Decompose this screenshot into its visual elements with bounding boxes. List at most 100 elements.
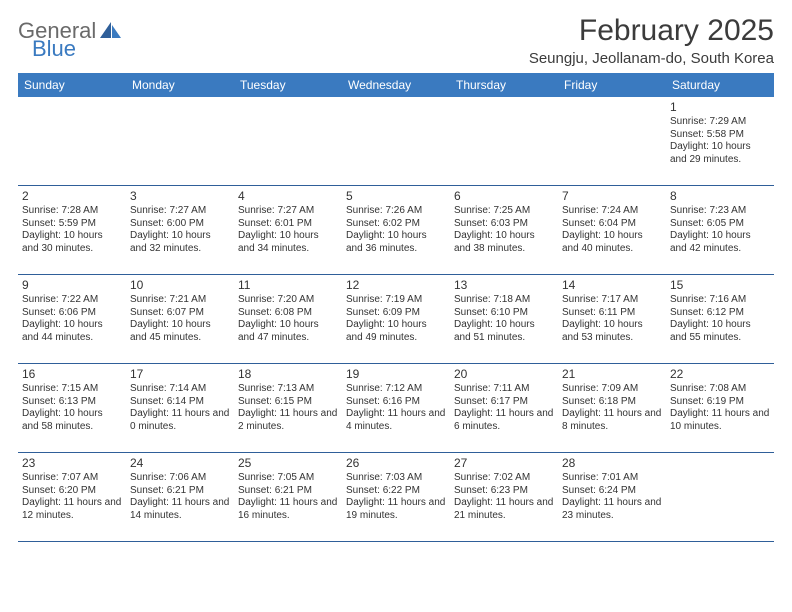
day-number: 19 [346,367,446,382]
daylight-text: Daylight: 11 hours and 16 minutes. [238,497,338,522]
sunrise-text: Sunrise: 7:05 AM [238,472,338,485]
daylight-text: Daylight: 10 hours and 42 minutes. [670,230,770,255]
day-cell: 3Sunrise: 7:27 AMSunset: 6:00 PMDaylight… [126,186,234,274]
calendar-grid: Sunday Monday Tuesday Wednesday Thursday… [18,73,774,542]
sunrise-text: Sunrise: 7:03 AM [346,472,446,485]
sunset-text: Sunset: 6:17 PM [454,396,554,409]
sunrise-text: Sunrise: 7:06 AM [130,472,230,485]
sunset-text: Sunset: 5:58 PM [670,129,770,142]
day-number: 15 [670,278,770,293]
day-number: 4 [238,189,338,204]
day-number: 3 [130,189,230,204]
sunrise-text: Sunrise: 7:23 AM [670,205,770,218]
day-number: 18 [238,367,338,382]
dow-sunday: Sunday [18,73,126,97]
day-cell: 12Sunrise: 7:19 AMSunset: 6:09 PMDayligh… [342,275,450,363]
sunrise-text: Sunrise: 7:09 AM [562,383,662,396]
day-number: 8 [670,189,770,204]
sunset-text: Sunset: 6:10 PM [454,307,554,320]
sunset-text: Sunset: 5:59 PM [22,218,122,231]
dow-wednesday: Wednesday [342,73,450,97]
sunset-text: Sunset: 6:02 PM [346,218,446,231]
sunset-text: Sunset: 6:18 PM [562,396,662,409]
daylight-text: Daylight: 10 hours and 40 minutes. [562,230,662,255]
day-cell: 5Sunrise: 7:26 AMSunset: 6:02 PMDaylight… [342,186,450,274]
daylight-text: Daylight: 10 hours and 49 minutes. [346,319,446,344]
empty-cell [234,97,342,185]
day-cell: 22Sunrise: 7:08 AMSunset: 6:19 PMDayligh… [666,364,774,452]
day-cell: 6Sunrise: 7:25 AMSunset: 6:03 PMDaylight… [450,186,558,274]
day-number: 2 [22,189,122,204]
weeks-container: 1Sunrise: 7:29 AMSunset: 5:58 PMDaylight… [18,97,774,542]
day-cell: 2Sunrise: 7:28 AMSunset: 5:59 PMDaylight… [18,186,126,274]
daylight-text: Daylight: 10 hours and 47 minutes. [238,319,338,344]
sunrise-text: Sunrise: 7:11 AM [454,383,554,396]
day-number: 5 [346,189,446,204]
sunset-text: Sunset: 6:16 PM [346,396,446,409]
day-number: 27 [454,456,554,471]
daylight-text: Daylight: 10 hours and 45 minutes. [130,319,230,344]
sunrise-text: Sunrise: 7:12 AM [346,383,446,396]
day-cell: 8Sunrise: 7:23 AMSunset: 6:05 PMDaylight… [666,186,774,274]
daylight-text: Daylight: 10 hours and 38 minutes. [454,230,554,255]
page-header: General Blue February 2025 Seungju, Jeol… [18,14,774,67]
sunrise-text: Sunrise: 7:20 AM [238,294,338,307]
daylight-text: Daylight: 11 hours and 8 minutes. [562,408,662,433]
day-number: 6 [454,189,554,204]
day-number: 12 [346,278,446,293]
sunset-text: Sunset: 6:22 PM [346,485,446,498]
daylight-text: Daylight: 10 hours and 30 minutes. [22,230,122,255]
sunset-text: Sunset: 6:07 PM [130,307,230,320]
dow-thursday: Thursday [450,73,558,97]
week-row: 2Sunrise: 7:28 AMSunset: 5:59 PMDaylight… [18,186,774,275]
daylight-text: Daylight: 11 hours and 19 minutes. [346,497,446,522]
daylight-text: Daylight: 11 hours and 10 minutes. [670,408,770,433]
day-number: 13 [454,278,554,293]
day-cell: 7Sunrise: 7:24 AMSunset: 6:04 PMDaylight… [558,186,666,274]
dow-saturday: Saturday [666,73,774,97]
sunrise-text: Sunrise: 7:13 AM [238,383,338,396]
day-number: 23 [22,456,122,471]
day-cell: 10Sunrise: 7:21 AMSunset: 6:07 PMDayligh… [126,275,234,363]
sunrise-text: Sunrise: 7:29 AM [670,116,770,129]
day-number: 22 [670,367,770,382]
day-number: 7 [562,189,662,204]
daylight-text: Daylight: 11 hours and 21 minutes. [454,497,554,522]
sunset-text: Sunset: 6:08 PM [238,307,338,320]
day-cell: 24Sunrise: 7:06 AMSunset: 6:21 PMDayligh… [126,453,234,541]
sunrise-text: Sunrise: 7:16 AM [670,294,770,307]
sunset-text: Sunset: 6:24 PM [562,485,662,498]
daylight-text: Daylight: 10 hours and 36 minutes. [346,230,446,255]
day-number: 11 [238,278,338,293]
day-cell: 17Sunrise: 7:14 AMSunset: 6:14 PMDayligh… [126,364,234,452]
day-number: 14 [562,278,662,293]
day-cell: 21Sunrise: 7:09 AMSunset: 6:18 PMDayligh… [558,364,666,452]
day-cell: 28Sunrise: 7:01 AMSunset: 6:24 PMDayligh… [558,453,666,541]
sunrise-text: Sunrise: 7:26 AM [346,205,446,218]
day-cell: 20Sunrise: 7:11 AMSunset: 6:17 PMDayligh… [450,364,558,452]
empty-cell [450,97,558,185]
day-cell: 1Sunrise: 7:29 AMSunset: 5:58 PMDaylight… [666,97,774,185]
day-cell: 4Sunrise: 7:27 AMSunset: 6:01 PMDaylight… [234,186,342,274]
day-cell: 19Sunrise: 7:12 AMSunset: 6:16 PMDayligh… [342,364,450,452]
sunset-text: Sunset: 6:21 PM [238,485,338,498]
logo-word-blue: Blue [18,38,122,60]
location-subtitle: Seungju, Jeollanam-do, South Korea [529,50,774,67]
day-number: 16 [22,367,122,382]
sunrise-text: Sunrise: 7:27 AM [130,205,230,218]
daylight-text: Daylight: 11 hours and 0 minutes. [130,408,230,433]
sunset-text: Sunset: 6:21 PM [130,485,230,498]
daylight-text: Daylight: 10 hours and 29 minutes. [670,141,770,166]
day-cell: 27Sunrise: 7:02 AMSunset: 6:23 PMDayligh… [450,453,558,541]
day-number: 26 [346,456,446,471]
day-cell: 16Sunrise: 7:15 AMSunset: 6:13 PMDayligh… [18,364,126,452]
dow-tuesday: Tuesday [234,73,342,97]
empty-cell [558,97,666,185]
day-cell: 15Sunrise: 7:16 AMSunset: 6:12 PMDayligh… [666,275,774,363]
empty-cell [126,97,234,185]
sunset-text: Sunset: 6:03 PM [454,218,554,231]
sunset-text: Sunset: 6:20 PM [22,485,122,498]
day-cell: 13Sunrise: 7:18 AMSunset: 6:10 PMDayligh… [450,275,558,363]
dow-friday: Friday [558,73,666,97]
week-row: 16Sunrise: 7:15 AMSunset: 6:13 PMDayligh… [18,364,774,453]
